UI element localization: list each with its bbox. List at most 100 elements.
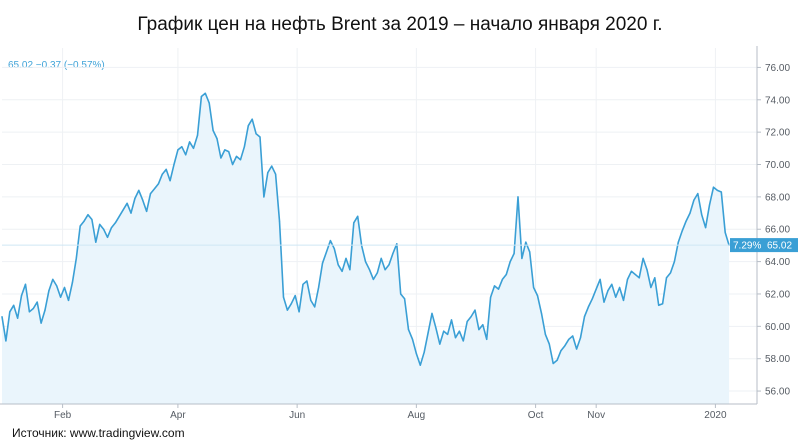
x-tick-label: Apr bbox=[170, 410, 186, 421]
price-point bbox=[591, 298, 593, 300]
price-point bbox=[712, 186, 715, 188]
price-point bbox=[685, 220, 687, 222]
price-point bbox=[493, 285, 496, 287]
current-percent-label: 7.29% bbox=[733, 241, 761, 252]
price-point bbox=[310, 299, 312, 301]
price-point bbox=[509, 261, 511, 263]
price-point bbox=[454, 337, 457, 339]
price-point bbox=[122, 209, 124, 211]
price-point bbox=[278, 220, 281, 222]
price-point bbox=[212, 129, 214, 132]
price-point bbox=[364, 261, 367, 263]
y-tick-label: 72.00 bbox=[765, 128, 790, 139]
price-point bbox=[595, 288, 597, 290]
y-tick-label: 56.00 bbox=[765, 387, 790, 398]
x-tick-label: Feb bbox=[54, 410, 72, 421]
y-tick-label: 76.00 bbox=[765, 63, 790, 74]
y-axis-ticks: 56.00 58.00 60.00 62.00 64.00 66.00 68.00 70.00… bbox=[757, 63, 790, 398]
price-point bbox=[263, 196, 265, 198]
price-point bbox=[314, 306, 316, 308]
price-point bbox=[177, 149, 179, 151]
price-point bbox=[599, 278, 601, 280]
price-point bbox=[321, 262, 324, 264]
price-point bbox=[130, 212, 132, 214]
x-tick-label: Nov bbox=[587, 410, 605, 421]
price-point bbox=[204, 92, 206, 94]
price-point bbox=[232, 163, 234, 166]
price-point bbox=[302, 283, 304, 285]
price-point bbox=[99, 223, 101, 225]
price-point bbox=[345, 257, 347, 259]
x-tick-label: Jun bbox=[289, 410, 305, 421]
price-point bbox=[173, 163, 175, 166]
price-point bbox=[32, 307, 34, 310]
price-point bbox=[165, 168, 167, 170]
price-point bbox=[286, 309, 288, 311]
price-point bbox=[126, 202, 128, 204]
price-point bbox=[5, 340, 7, 342]
price-point bbox=[44, 309, 46, 311]
x-tick-label: Oct bbox=[528, 410, 544, 421]
price-point bbox=[83, 220, 85, 222]
price-point bbox=[341, 270, 343, 272]
price-point bbox=[576, 348, 578, 350]
price-point bbox=[157, 183, 159, 185]
price-point bbox=[353, 222, 355, 224]
y-tick-label: 70.00 bbox=[765, 160, 790, 171]
price-point bbox=[200, 95, 202, 98]
price-point bbox=[306, 280, 308, 282]
price-point bbox=[146, 210, 148, 212]
price-point bbox=[607, 290, 609, 292]
price-point bbox=[235, 155, 238, 157]
price-point bbox=[247, 125, 249, 127]
price-point bbox=[52, 278, 54, 280]
price-point bbox=[337, 264, 339, 266]
price-point bbox=[669, 272, 672, 274]
price-point bbox=[708, 204, 711, 206]
price-point bbox=[443, 330, 445, 332]
price-point bbox=[572, 335, 574, 337]
price-point bbox=[411, 338, 414, 340]
price-point bbox=[517, 196, 519, 198]
source-caption: Источник: www.tradingview.com bbox=[12, 426, 185, 440]
price-point bbox=[290, 303, 292, 305]
price-point bbox=[497, 288, 500, 290]
price-point bbox=[275, 173, 277, 175]
price-point bbox=[482, 324, 484, 326]
price-point bbox=[525, 241, 527, 243]
price-point bbox=[560, 350, 562, 352]
price-point bbox=[646, 269, 648, 271]
x-tick-label: 2020 bbox=[704, 410, 727, 421]
price-point bbox=[716, 189, 719, 191]
price-point bbox=[662, 303, 664, 305]
price-point bbox=[513, 252, 515, 255]
y-tick-label: 58.00 bbox=[765, 354, 790, 365]
price-point bbox=[439, 343, 441, 345]
price-point bbox=[701, 214, 703, 216]
price-point bbox=[564, 345, 566, 347]
price-point bbox=[87, 214, 89, 216]
price-point bbox=[474, 309, 476, 311]
price-point bbox=[533, 286, 535, 289]
price-point bbox=[138, 189, 140, 191]
y-tick-label: 62.00 bbox=[765, 289, 790, 300]
price-point bbox=[220, 157, 222, 159]
price-point bbox=[103, 228, 105, 230]
price-point bbox=[67, 299, 70, 301]
price-point bbox=[626, 278, 629, 280]
price-point bbox=[521, 257, 523, 259]
price-point bbox=[28, 311, 30, 313]
price-point bbox=[622, 299, 625, 301]
price-point bbox=[568, 338, 570, 340]
price-point bbox=[427, 332, 429, 334]
price-point bbox=[20, 295, 23, 297]
price-point bbox=[665, 277, 668, 279]
price-point bbox=[400, 293, 402, 295]
y-tick-label: 64.00 bbox=[765, 257, 790, 268]
price-point bbox=[75, 257, 77, 259]
price-point bbox=[380, 257, 382, 259]
price-point bbox=[251, 118, 253, 120]
price-point bbox=[357, 215, 359, 217]
price-point bbox=[71, 282, 73, 284]
